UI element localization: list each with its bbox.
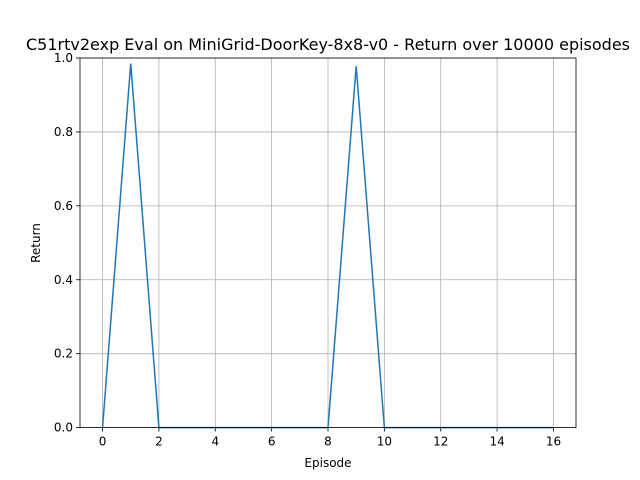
y-tick-label: 0.8	[54, 125, 73, 139]
x-tick-label: 0	[99, 435, 107, 449]
grid	[80, 57, 576, 429]
y-tick-label: 0.6	[54, 199, 73, 213]
y-axis-label: Return	[29, 223, 43, 263]
chart-title: C51rtv2exp Eval on MiniGrid-DoorKey-8x8-…	[26, 35, 630, 54]
x-tick-label: 8	[324, 435, 332, 449]
x-tick-label: 10	[377, 435, 392, 449]
plot-frame	[79, 57, 577, 429]
x-tick-label: 2	[155, 435, 163, 449]
x-tick-label: 4	[211, 435, 219, 449]
axis-ticks: 0 2 4 6 8 10 12 14 16 0.0 0.2 0.4 0.6 0.8 1.0	[54, 51, 561, 449]
x-axis-label: Episode	[304, 456, 351, 470]
x-tick-label: 16	[546, 435, 561, 449]
y-tick-label: 0.2	[54, 347, 73, 361]
y-tick-label: 0.0	[54, 421, 73, 435]
y-tick-label: 0.4	[54, 273, 73, 287]
x-tick-label: 12	[433, 435, 448, 449]
x-tick-label: 6	[268, 435, 276, 449]
x-tick-label: 14	[489, 435, 504, 449]
y-tick-label: 1.0	[54, 51, 73, 65]
